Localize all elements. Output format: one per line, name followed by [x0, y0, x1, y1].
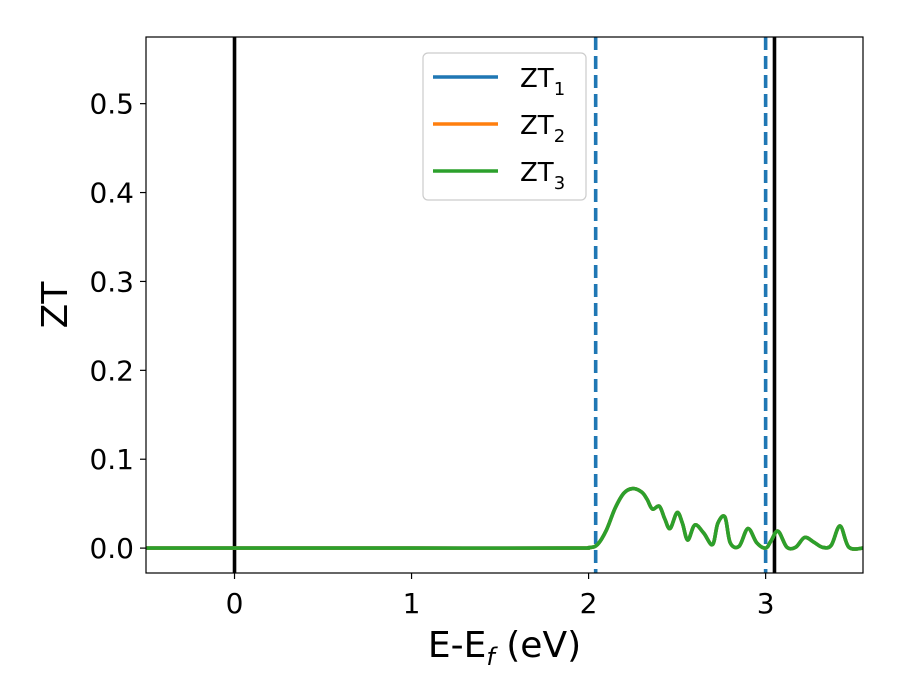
x-axis-label-main: E-E — [428, 625, 486, 666]
legend-label-ZT3: ZT3 — [520, 158, 565, 194]
y-tick-label: 0.5 — [89, 88, 134, 121]
y-axis-label: ZT — [35, 281, 76, 329]
y-tick-label: 0.3 — [89, 265, 134, 298]
series-lines — [146, 486, 863, 551]
y-tick-label: 0.2 — [89, 354, 134, 387]
x-axis-label: E-Ef (eV) — [428, 625, 581, 671]
x-tick-label: 1 — [403, 587, 421, 620]
x-tick-label: 0 — [226, 587, 244, 620]
legend-label-ZT1: ZT1 — [520, 64, 565, 100]
x-tick-label: 2 — [580, 587, 598, 620]
series-line-ZT3 — [146, 486, 863, 551]
legend-label-ZT2: ZT2 — [520, 111, 565, 147]
y-tick-label: 0.0 — [89, 532, 134, 565]
legend-box — [422, 52, 587, 201]
x-tick-label: 3 — [757, 587, 775, 620]
axis-ticks: 0 1 2 3 0.0 0.1 0.2 0.3 0.4 0.5 — [89, 88, 774, 620]
y-tick-label: 0.4 — [89, 177, 134, 210]
x-axis-label-unit: (eV) — [495, 625, 581, 666]
legend: ZT1 ZT2 ZT3 — [422, 52, 587, 201]
plot-frame — [145, 36, 864, 574]
reference-lines — [232, 37, 777, 573]
y-tick-label: 0.1 — [89, 443, 134, 476]
